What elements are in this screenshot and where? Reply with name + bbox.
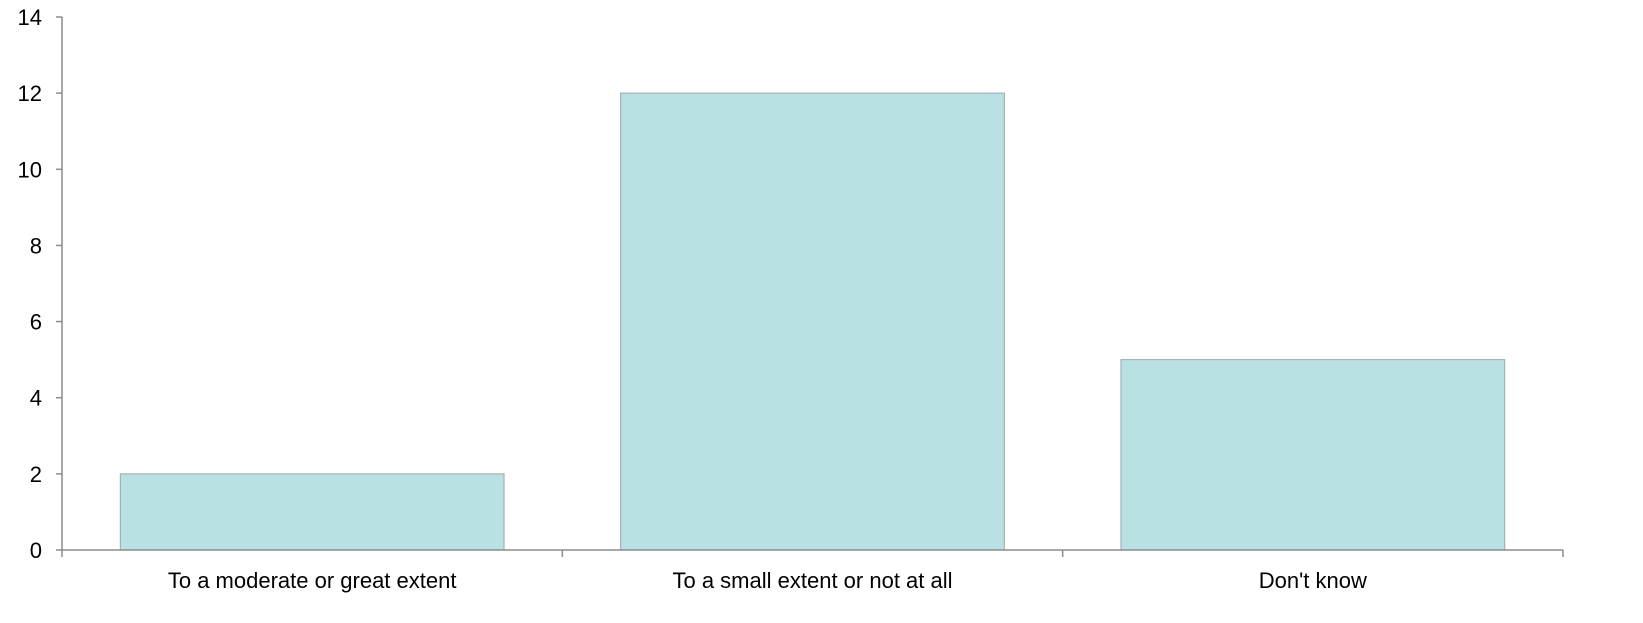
x-category-label-3: Don't know	[1259, 568, 1367, 593]
x-category-label-1: To a moderate or great extent	[168, 568, 457, 593]
bar-3	[1120, 359, 1506, 551]
labels-layer: 0 2 4 6 8 10 12 14 To a moderate or great extent…	[18, 5, 1367, 593]
x-category-label-2: To a small extent or not at all	[672, 568, 952, 593]
y-tick-label-0: 0	[30, 538, 42, 563]
y-tick-label-12: 12	[18, 81, 42, 106]
y-tick-label-8: 8	[30, 233, 42, 258]
y-tick-label-10: 10	[18, 157, 42, 182]
bars-layer	[119, 92, 1506, 551]
y-tick-label-2: 2	[30, 462, 42, 487]
y-tick-label-4: 4	[30, 386, 42, 411]
bar-1	[119, 473, 505, 551]
axes-layer	[61, 17, 1563, 551]
ticks-layer	[56, 16, 1564, 557]
y-tick-label-6: 6	[30, 310, 42, 335]
bar-2	[620, 92, 1005, 551]
y-tick-label-14: 14	[18, 5, 42, 30]
